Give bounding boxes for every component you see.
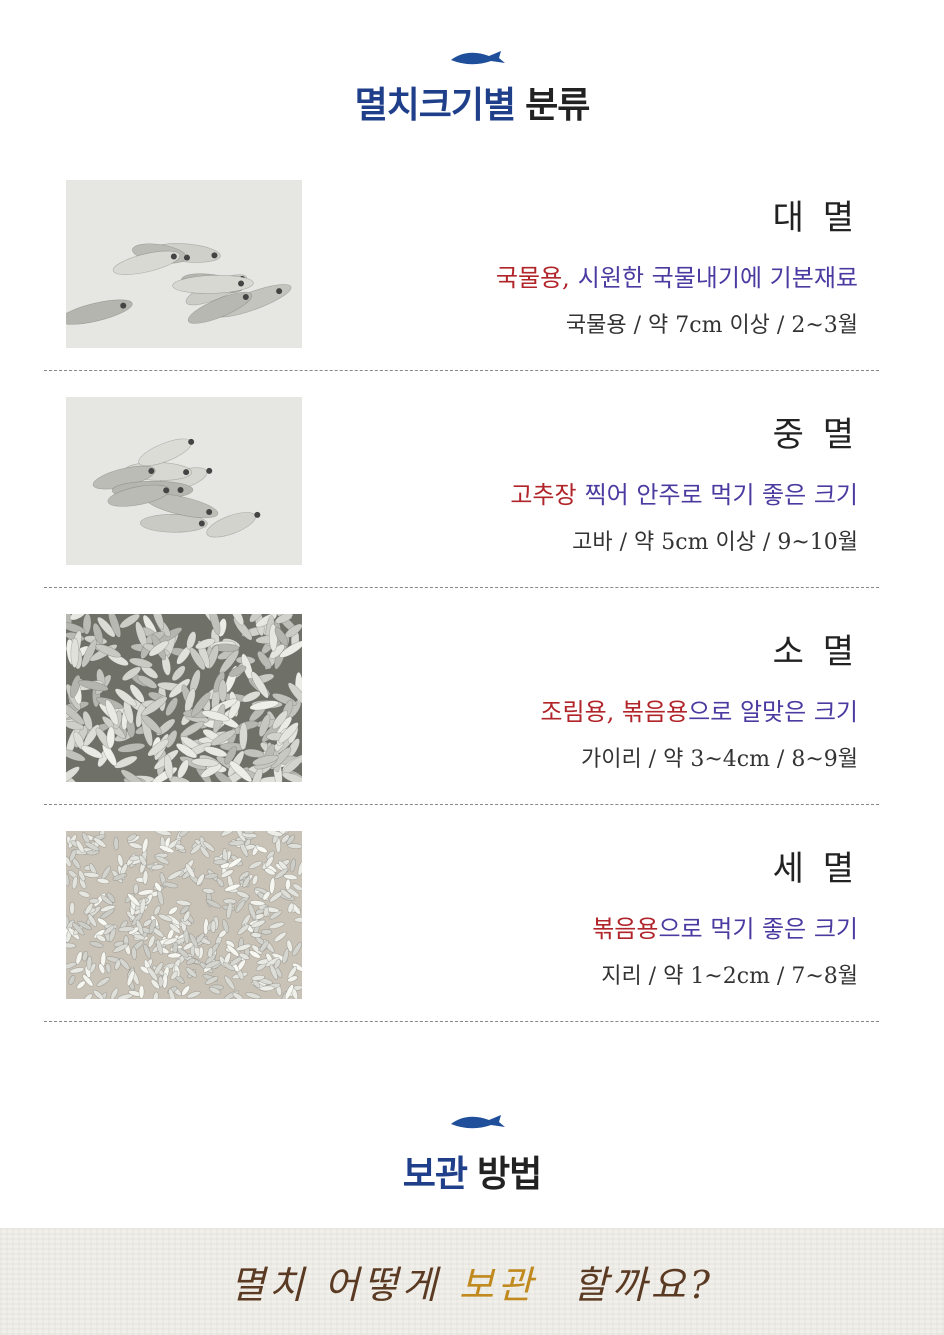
section-title: 보관 방법 [0, 1145, 944, 1197]
item-name: 대 멸 [772, 198, 858, 238]
divider [44, 587, 879, 588]
description-part: 국물용, [495, 264, 570, 292]
item-name: 중 멸 [772, 415, 858, 455]
divider [44, 1021, 879, 1022]
item-description: 조림용, 볶음용으로 알맞은 크기 [540, 692, 858, 727]
fish-icon [451, 1115, 505, 1129]
fish-icon [451, 51, 505, 65]
description-part: 고추장 [510, 481, 577, 509]
section-title: 멸치크기별 분류 [0, 76, 944, 128]
item-description: 볶음용으로 먹기 좋은 크기 [592, 909, 858, 944]
item-name: 소 멸 [772, 632, 858, 672]
description-part: 으로 알맞은 크기 [688, 698, 858, 726]
title-highlight: 멸치크기별 [354, 85, 517, 126]
item-spec: 국물용 / 약 7cm 이상 / 2~3월 [565, 313, 858, 338]
banner-text: 멸치 어떻게 보관 할까요? [0, 1254, 944, 1309]
title-rest: 방법 [477, 1154, 542, 1195]
description-part: 볶음용 [592, 915, 659, 943]
item-description: 국물용, 시원한 국물내기에 기본재료 [496, 258, 858, 293]
item-description: 고추장 찍어 안주로 먹기 좋은 크기 [510, 475, 858, 510]
banner-part: 보관 [458, 1263, 537, 1307]
banner: 멸치 어떻게 보관 할까요? [0, 1228, 944, 1335]
description-part: 으로 먹기 좋은 크기 [658, 915, 858, 943]
description-part: 조림용, 볶음용 [540, 698, 689, 726]
photo [66, 831, 302, 999]
item-spec: 지리 / 약 1~2cm / 7~8월 [601, 964, 858, 989]
photo [66, 614, 302, 782]
description-part: 찍어 안주로 먹기 좋은 크기 [584, 481, 858, 509]
banner-part: 할까요? [572, 1263, 715, 1307]
photo [66, 397, 302, 565]
item-spec: 가이리 / 약 3~4cm / 8~9월 [580, 747, 858, 772]
divider [44, 804, 879, 805]
banner-part: 멸치 어떻게 [229, 1263, 441, 1307]
photo [66, 180, 302, 348]
item-name: 세 멸 [772, 849, 858, 889]
title-rest: 분류 [525, 85, 590, 126]
divider [44, 370, 879, 371]
description-part: 시원한 국물내기에 기본재료 [577, 264, 858, 292]
item-spec: 고바 / 약 5cm 이상 / 9~10월 [572, 530, 858, 555]
title-highlight: 보관 [402, 1154, 468, 1195]
